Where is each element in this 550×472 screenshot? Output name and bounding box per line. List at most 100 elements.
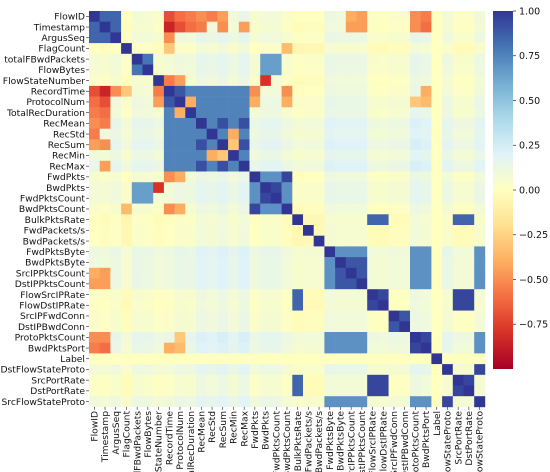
heatmap-cell: [110, 139, 122, 151]
heatmap-cell: [345, 139, 357, 151]
heatmap-cell: [388, 192, 400, 204]
heatmap-cell: [463, 107, 475, 119]
heatmap-cell: [345, 53, 357, 65]
heatmap-cell: [410, 53, 421, 65]
heatmap-cell: [185, 396, 197, 408]
heatmap-cell: [442, 182, 454, 194]
heatmap-cell: [474, 139, 486, 151]
heatmap-cell: [110, 278, 122, 290]
heatmap-cell: [377, 171, 389, 183]
heatmap-cell: [452, 374, 464, 386]
heatmap-cell: [174, 21, 186, 33]
heatmap-cell: [410, 160, 421, 172]
heatmap-cell: [131, 53, 143, 65]
heatmap-cell: [270, 150, 282, 162]
heatmap-cell: [281, 43, 293, 55]
heatmap-cell: [163, 225, 175, 236]
heatmap-cell: [185, 11, 197, 22]
heatmap-cell: [345, 267, 357, 279]
heatmap-cell: [388, 171, 400, 183]
heatmap-cell: [442, 267, 454, 279]
heatmap-cell: [399, 332, 411, 343]
heatmap-cell: [442, 11, 454, 22]
heatmap-cell: [217, 75, 229, 87]
heatmap-cell: [131, 171, 143, 183]
heatmap-cell: [174, 310, 186, 322]
heatmap-cell: [238, 332, 250, 343]
heatmap-cell: [335, 278, 347, 290]
heatmap-cell: [228, 289, 240, 301]
heatmap-cell: [121, 385, 133, 397]
row-label: BulkPktsRate: [25, 215, 86, 226]
heatmap-cell: [367, 150, 379, 162]
heatmap-cell: [99, 364, 111, 376]
heatmap-cell: [131, 118, 143, 129]
heatmap-cell: [206, 364, 218, 376]
heatmap-cell: [452, 139, 464, 151]
heatmap-cell: [345, 171, 357, 183]
heatmap-cell: [270, 374, 282, 386]
heatmap-cell: [163, 299, 175, 311]
heatmap-cell: [474, 21, 486, 33]
heatmap-cell: [463, 32, 475, 44]
heatmap-cell: [431, 289, 443, 301]
heatmap-cell: [281, 257, 293, 269]
heatmap-cell: [335, 214, 347, 226]
heatmap-cell: [399, 257, 411, 269]
heatmap-cell: [174, 160, 186, 172]
heatmap-cell: [420, 246, 432, 258]
heatmap-cell: [238, 396, 250, 408]
heatmap-cell: [399, 85, 411, 97]
heatmap-cell: [260, 310, 272, 322]
heatmap-cell: [292, 32, 304, 44]
heatmap-cell: [163, 374, 175, 386]
heatmap-cell: [420, 64, 432, 76]
heatmap-cell: [420, 160, 432, 172]
heatmap-cell: [431, 192, 443, 204]
heatmap-cell: [281, 192, 293, 204]
heatmap-cell: [420, 374, 432, 386]
heatmap-cell: [260, 353, 272, 365]
heatmap-cell: [217, 171, 229, 183]
heatmap-cell: [142, 278, 154, 290]
heatmap-cell: [270, 75, 282, 87]
heatmap-cell: [281, 160, 293, 172]
heatmap-cell: [270, 139, 282, 151]
heatmap-cell: [452, 192, 464, 204]
heatmap-cell: [249, 21, 261, 33]
heatmap-cell: [431, 150, 443, 162]
heatmap-cell: [367, 107, 379, 119]
heatmap-cell: [463, 139, 475, 151]
heatmap-cell: [142, 342, 154, 354]
heatmap-cell: [99, 203, 111, 215]
heatmap-cell: [345, 107, 357, 119]
heatmap-cell: [121, 128, 133, 140]
heatmap-cell: [238, 310, 250, 322]
heatmap-cell: [131, 128, 143, 140]
heatmap-cell: [335, 396, 347, 408]
heatmap-cell: [249, 396, 261, 408]
heatmap-cell: [388, 289, 400, 301]
heatmap-cell: [377, 214, 389, 226]
heatmap-cell: [292, 128, 304, 140]
heatmap-cell: [345, 75, 357, 87]
heatmap-cell: [410, 385, 421, 397]
heatmap-cell: [228, 396, 240, 408]
heatmap-cell: [260, 192, 272, 204]
heatmap-cell: [420, 267, 432, 279]
heatmap-cell: [217, 310, 229, 322]
heatmap-cell: [206, 75, 218, 87]
heatmap-cell: [345, 118, 357, 129]
heatmap-cell: [292, 192, 304, 204]
heatmap-cell: [452, 160, 464, 172]
heatmap-cell: [99, 107, 111, 119]
heatmap-cell: [367, 332, 379, 343]
heatmap-cell: [399, 171, 411, 183]
heatmap-cell: [463, 192, 475, 204]
heatmap-cell: [260, 214, 272, 226]
heatmap-cell: [260, 21, 272, 33]
heatmap-cell: [206, 171, 218, 183]
heatmap-cell: [270, 32, 282, 44]
heatmap-cell: [442, 310, 454, 322]
heatmap-cell: [463, 21, 475, 33]
